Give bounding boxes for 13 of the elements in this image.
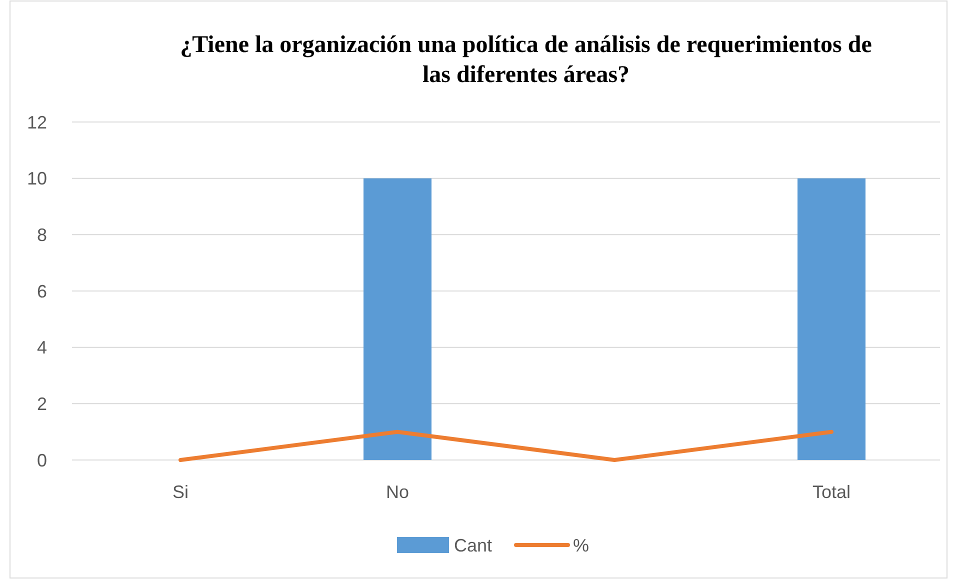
y-tick-label: 12 [26, 112, 47, 132]
legend-label: % [573, 535, 590, 556]
y-tick-label: 0 [36, 450, 47, 470]
x-tick-label: Si [172, 482, 189, 502]
y-tick-label: 6 [36, 281, 47, 302]
y-tick-label: 10 [26, 168, 47, 189]
y-tick-label: 4 [36, 338, 47, 358]
x-tick-label: No [386, 482, 410, 502]
x-tick-label: Total [812, 482, 851, 502]
chart-title: ¿Tiene la organización una política de análisis de requerimientos de las diferentes áreas? [180, 32, 872, 88]
legend-label: Cant [454, 535, 492, 556]
y-tick-label: 8 [36, 224, 47, 245]
y-tick-label: 2 [36, 394, 47, 414]
